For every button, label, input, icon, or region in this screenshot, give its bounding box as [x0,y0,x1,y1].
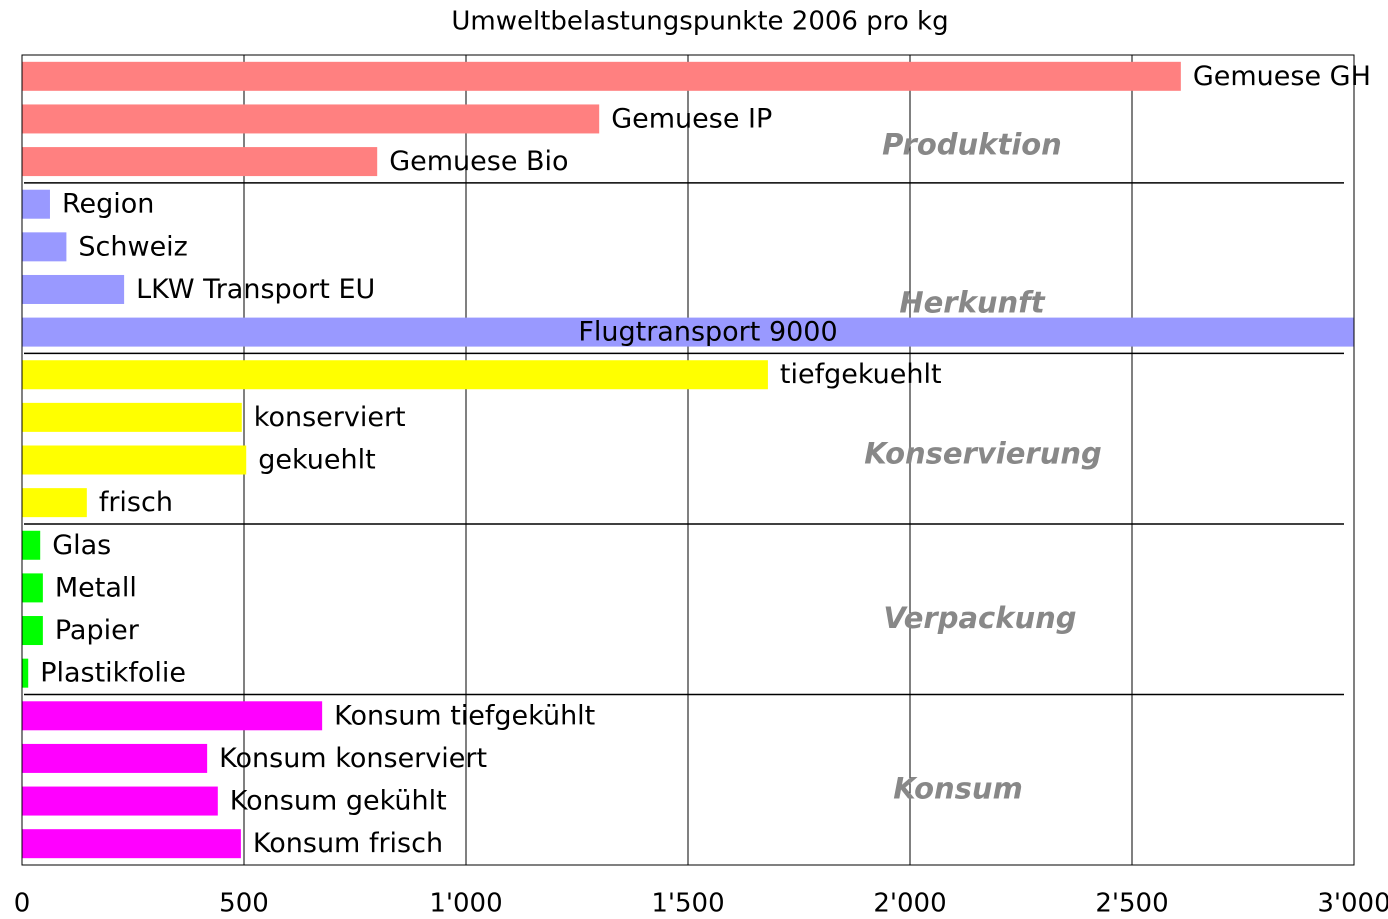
bar-label: frisch [99,487,173,518]
x-tick-label: 0 [14,889,31,919]
bar-label: LKW Transport EU [136,274,375,305]
x-tick-label: 500 [219,889,269,919]
bar [22,232,67,262]
bar-label: gekuehlt [258,445,375,476]
bar [22,573,43,603]
group-label: Produktion [882,128,1062,162]
x-tick-label: 3'000 [1317,889,1388,919]
bar-label: Konsum tiefgekühlt [334,700,595,731]
bar-label: Metall [55,572,137,603]
bar-label: Schweiz [78,231,187,262]
bar [22,61,1181,91]
bar-label: Konsum konserviert [219,743,487,774]
bar-label: Region [62,189,154,220]
bar-label: tiefgekuehlt [780,359,942,390]
bar [22,701,323,731]
bar-label: Konsum frisch [253,828,443,859]
bar [22,274,125,304]
bar [22,317,1354,347]
bar-label: konserviert [254,402,406,433]
group-label: Verpackung [883,601,1076,635]
group-label: Herkunft [899,285,1045,319]
bar [22,743,208,773]
x-tick-label: 1'000 [429,889,502,919]
bar-label: Konsum gekühlt [230,786,447,817]
bar [22,488,87,518]
bar-label: Plastikfolie [40,658,186,689]
bar-label: Papier [55,615,140,646]
labels: Gemuese GH Gemuese IP Gemuese Bio Produktio… [24,61,1371,859]
x-tick-label: 1'500 [651,889,724,919]
group-label: Konservierung [864,437,1102,471]
bar [22,616,43,646]
bar [22,147,378,177]
bar-label: Flugtransport 9000 [578,317,837,348]
group-label: Konsum [893,771,1023,805]
bar [22,104,600,134]
bar [22,829,241,859]
bar [22,402,242,432]
bar [22,786,218,816]
bar [22,530,41,560]
bar-label: Gemuese IP [611,103,772,134]
plot-frame [21,54,1355,866]
bar-label: Gemuese Bio [389,146,568,177]
bar-label: Glas [52,530,111,561]
bar-label: Gemuese GH [1193,61,1371,92]
bar [22,189,50,219]
bar [22,360,768,390]
bar [22,445,247,475]
bars [22,61,1354,859]
x-tick-label: 2'500 [1095,889,1168,919]
chart-title: Umweltbelastungspunkte 2006 pro kg [451,7,948,37]
x-tick-label: 2'000 [873,889,946,919]
bar [22,658,29,688]
